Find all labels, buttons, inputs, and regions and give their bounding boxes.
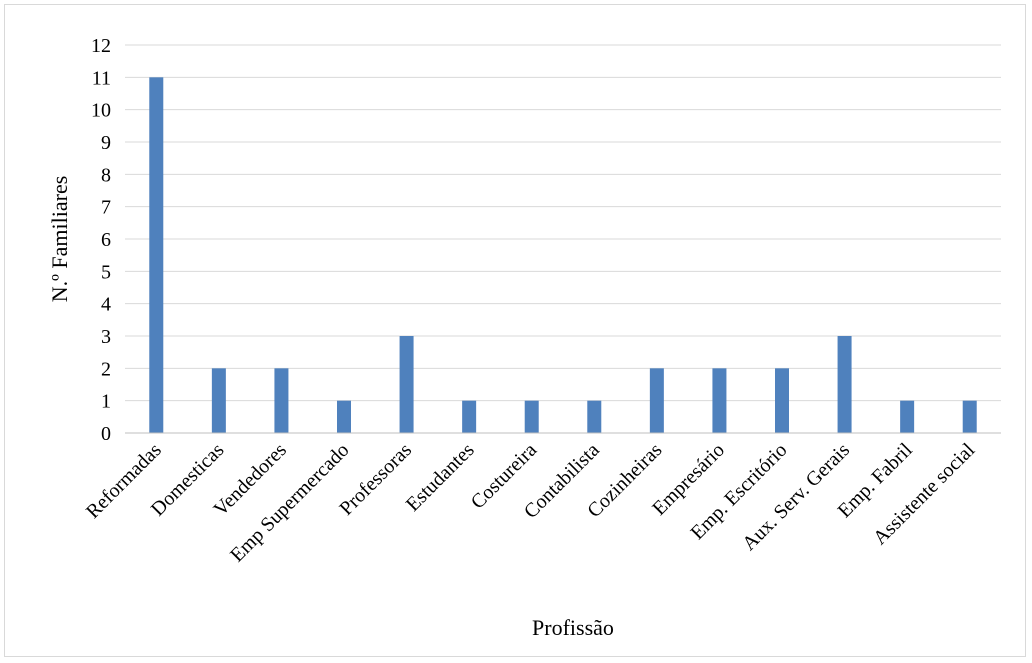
- y-tick-label: 11: [92, 67, 111, 89]
- y-tick-label: 8: [101, 164, 111, 186]
- y-tick-label: 3: [101, 326, 111, 348]
- y-tick-label: 10: [91, 100, 111, 122]
- y-tick-label: 12: [91, 35, 111, 57]
- y-axis-title: N.º Familiares: [47, 176, 72, 303]
- bar: [399, 336, 414, 433]
- bar: [462, 400, 477, 433]
- bar: [900, 400, 915, 433]
- x-tick-label: Emp Supermercado: [226, 439, 353, 566]
- x-axis-title: Profissão: [532, 615, 614, 640]
- bar: [274, 368, 289, 433]
- bar: [712, 368, 727, 433]
- bar: [337, 400, 351, 433]
- bars: [149, 77, 977, 433]
- chart-frame: 0 1 2 3 4 5 6 7 8 9 10 11 12 Reformadas Domesticas Ven…: [4, 4, 1026, 657]
- y-tick-label: 0: [101, 423, 111, 445]
- gridlines: [125, 44, 1001, 402]
- y-tick-label: 4: [101, 294, 111, 316]
- bar: [524, 400, 539, 433]
- bar: [211, 368, 226, 433]
- y-tick-label: 9: [101, 132, 111, 154]
- y-tick-label: 7: [101, 197, 111, 219]
- bar: [649, 368, 664, 433]
- bar: [775, 368, 789, 433]
- bar: [149, 77, 164, 433]
- bar: [837, 336, 852, 433]
- bar: [962, 400, 977, 433]
- x-tick-label: Aux. Serv. Gerais: [738, 439, 854, 555]
- y-tick-label: 1: [101, 391, 111, 413]
- y-tick-label: 5: [101, 261, 111, 283]
- y-tick-label: 2: [101, 358, 111, 380]
- bar: [587, 400, 602, 433]
- x-tick-label: Estudantes: [402, 439, 479, 516]
- y-tick-label: 6: [101, 229, 111, 251]
